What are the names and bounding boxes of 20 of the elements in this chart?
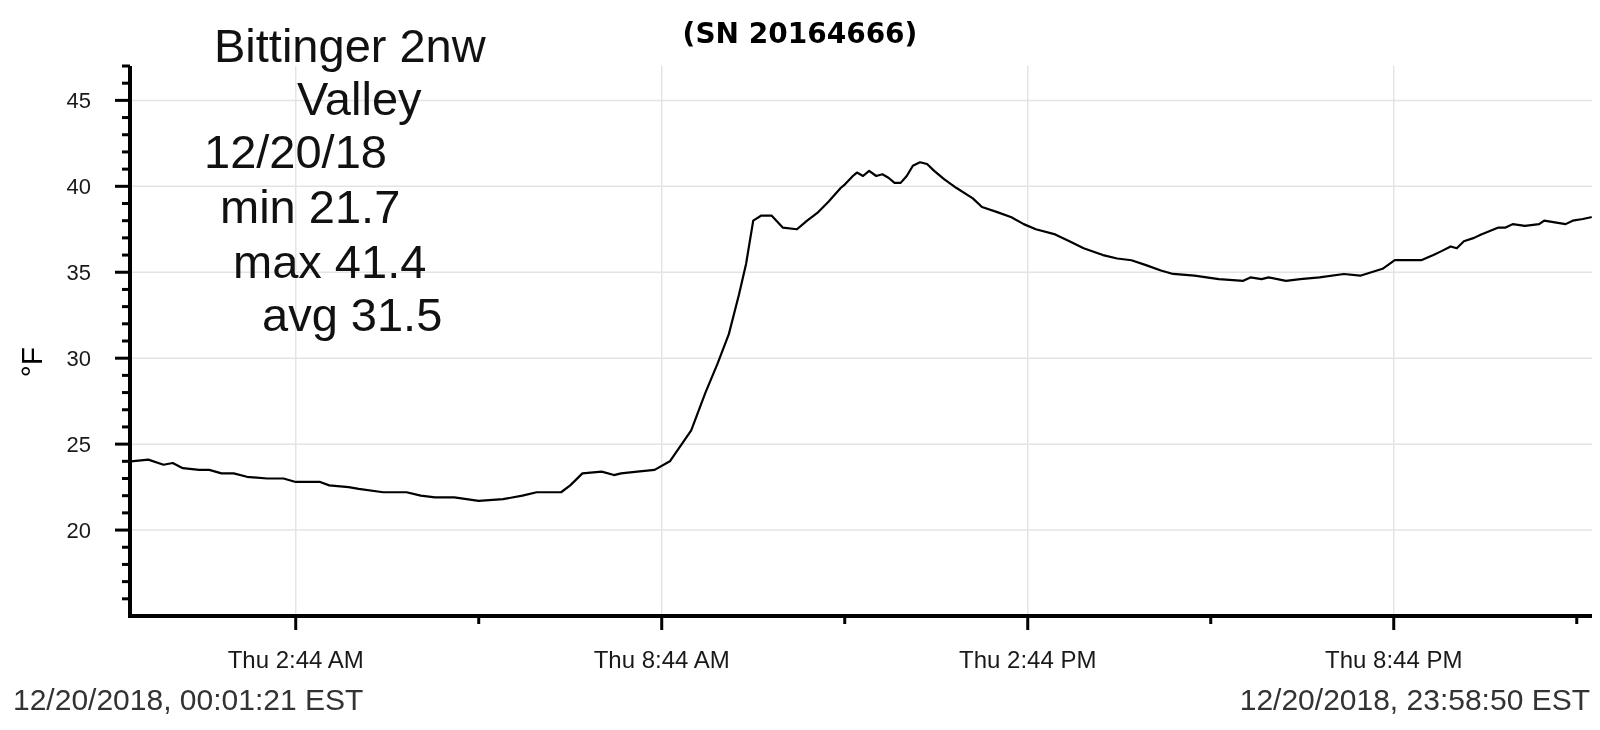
y-tick-label: 30 bbox=[66, 345, 91, 371]
y-tick-label: 40 bbox=[66, 173, 91, 199]
y-tick-label: 25 bbox=[66, 431, 91, 457]
annotation: avg 31.5 bbox=[262, 288, 443, 341]
x-tick-label: Thu 8:44 AM bbox=[593, 645, 730, 673]
text: 12/20/2018, 00:01:21 EST bbox=[13, 683, 364, 716]
x-tick-label: Thu 8:44 PM bbox=[1325, 645, 1463, 673]
y-tick-label: 45 bbox=[66, 87, 91, 113]
chart-title: (SN 20164666) bbox=[682, 17, 918, 50]
y-tick-label: 35 bbox=[66, 259, 91, 285]
x-tick-label: Thu 2:44 PM bbox=[959, 645, 1097, 673]
annotation: min 21.7 bbox=[220, 180, 401, 233]
annotation: Valley bbox=[297, 72, 423, 125]
annotation: Bittinger 2nw bbox=[214, 19, 487, 72]
annotation: max 41.4 bbox=[233, 235, 427, 288]
text: 12/20/2018, 23:58:50 EST bbox=[1239, 683, 1590, 716]
y-axis-title: °F bbox=[14, 346, 48, 378]
x-tick-label: Thu 2:44 AM bbox=[227, 645, 364, 673]
annotation: 12/20/18 bbox=[204, 125, 387, 178]
y-tick-label: 20 bbox=[66, 517, 91, 543]
